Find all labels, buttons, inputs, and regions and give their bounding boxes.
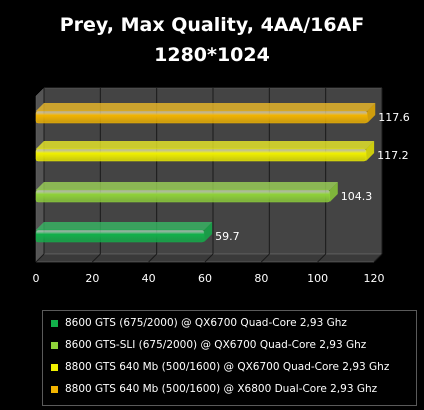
- legend-label: 8800 GTS 640 Mb (500/1600) @ X6800 Dual-…: [65, 383, 378, 395]
- bar-value-label: 104.3: [341, 190, 373, 203]
- legend-item: 8600 GTS (675/2000) @ QX6700 Quad-Core 2…: [43, 317, 416, 339]
- bar-top-face-color: [36, 182, 338, 190]
- bar-value-label: 117.2: [377, 149, 409, 162]
- x-tick-label: 120: [364, 272, 385, 285]
- legend-swatch: [51, 320, 58, 327]
- floor-gridline: [35, 253, 45, 263]
- legend-item: 8600 GTS-SLI (675/2000) @ QX6700 Quad-Co…: [43, 339, 416, 361]
- legend-swatch: [51, 386, 58, 393]
- legend-item: 8800 GTS 640 Mb (500/1600) @ QX6700 Quad…: [43, 361, 416, 383]
- bar-end-face: [366, 141, 375, 161]
- x-tick-label: 80: [254, 272, 268, 285]
- chart-legend: 8600 GTS (675/2000) @ QX6700 Quad-Core 2…: [42, 310, 417, 406]
- floor-gridline: [148, 253, 158, 263]
- bar-end-face: [329, 182, 338, 202]
- bar-top-face-color: [36, 103, 376, 111]
- x-tick-label: 20: [85, 272, 99, 285]
- legend-label: 8600 GTS-SLI (675/2000) @ QX6700 Quad-Co…: [65, 339, 367, 351]
- bar: [35, 189, 331, 203]
- x-tick-label: 0: [33, 272, 40, 285]
- floor-gridline: [204, 253, 214, 263]
- floor-gridline: [317, 253, 327, 263]
- bar-end-face: [367, 103, 376, 123]
- x-tick-label: 100: [307, 272, 328, 285]
- bar-value-label: 59.7: [215, 230, 240, 243]
- bar-value-label: 117.6: [378, 111, 410, 124]
- legend-label: 8800 GTS 640 Mb (500/1600) @ QX6700 Quad…: [65, 361, 390, 373]
- chart-title: Prey, Max Quality, 4AA/16AF: [59, 14, 365, 36]
- legend-swatch: [51, 342, 58, 349]
- legend-swatch: [51, 364, 58, 371]
- floor-gridline: [91, 253, 101, 263]
- bar-top-face-color: [36, 141, 375, 149]
- bar-top-face-color: [36, 222, 213, 230]
- bar-end-face: [204, 222, 213, 242]
- bar: [35, 229, 205, 243]
- legend-label: 8600 GTS (675/2000) @ QX6700 Quad-Core 2…: [65, 317, 347, 329]
- x-tick-label: 60: [198, 272, 212, 285]
- bar: [35, 148, 367, 162]
- floor-gridline: [373, 253, 383, 263]
- floor-gridline: [260, 253, 270, 263]
- bar: [35, 110, 368, 124]
- legend-item: 8800 GTS 640 Mb (500/1600) @ X6800 Dual-…: [43, 383, 416, 405]
- x-tick-label: 40: [142, 272, 156, 285]
- chart-subtitle: 1280*1024: [154, 44, 270, 66]
